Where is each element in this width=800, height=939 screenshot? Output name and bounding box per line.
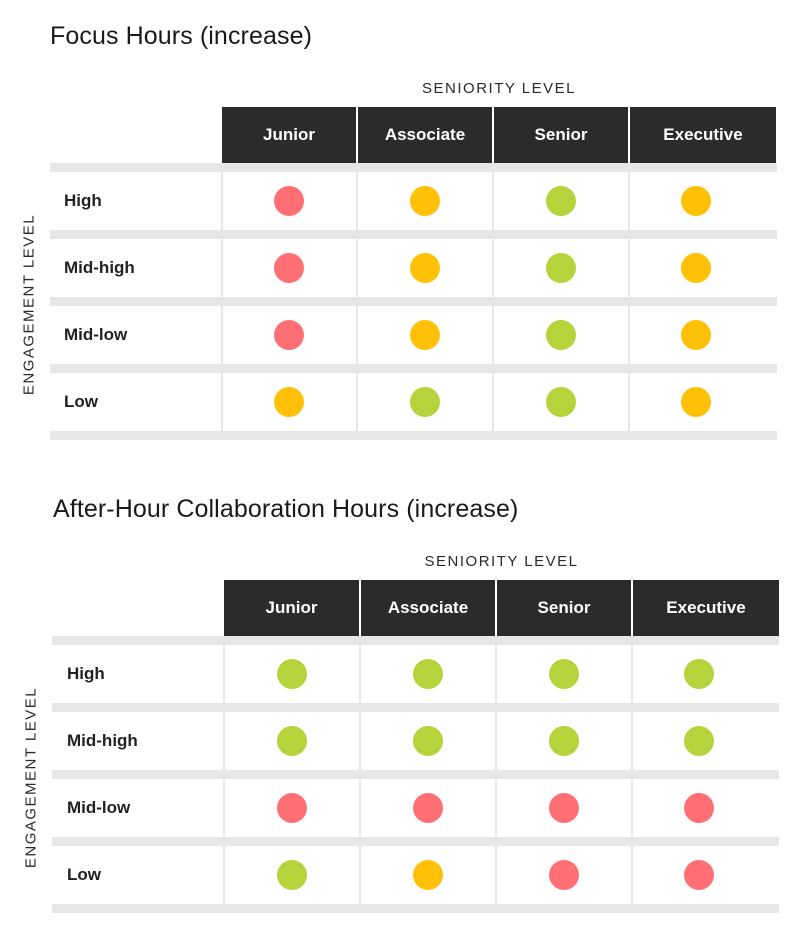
- status-dot-red: [276, 793, 307, 823]
- status-dot-orange: [413, 860, 443, 890]
- header-band: [52, 636, 779, 645]
- status-dot-red: [549, 793, 579, 823]
- matrix-chart-1: Focus Hours (increase) SENIORITY LEVEL Jun…: [0, 0, 800, 466]
- status-dot-green: [413, 659, 443, 689]
- status-dot-green: [549, 726, 579, 756]
- row-label-high: High: [64, 191, 102, 210]
- status-dot-green: [546, 387, 576, 417]
- status-dot-green: [546, 320, 576, 350]
- status-dot-green: [276, 659, 307, 689]
- status-dot-red: [413, 793, 443, 823]
- status-dot-orange: [681, 253, 711, 283]
- status-dot-red: [684, 793, 714, 823]
- status-dot-orange: [681, 186, 711, 216]
- row-separator: [52, 837, 779, 846]
- column-axis-label: SENIORITY LEVEL: [424, 553, 579, 570]
- chart-title: Focus Hours (increase): [50, 22, 313, 50]
- status-dot-orange: [681, 320, 711, 350]
- status-dot-green: [410, 387, 440, 417]
- status-dot-red: [274, 320, 304, 350]
- column-axis-label: SENIORITY LEVEL: [422, 80, 576, 97]
- status-dot-green: [684, 659, 714, 689]
- matrix-chart-2: After-Hour Collaboration Hours (increase…: [0, 473, 800, 939]
- status-dot-green: [684, 726, 714, 756]
- row-axis-label: ENGAGEMENT LEVEL: [22, 686, 40, 869]
- chart-title: After-Hour Collaboration Hours (increase…: [53, 495, 519, 523]
- column-header-executive: Executive: [630, 107, 776, 163]
- status-dot-red: [274, 186, 304, 216]
- status-dot-red: [549, 860, 579, 890]
- row-separator: [50, 364, 777, 373]
- column-header-executive: Executive: [633, 580, 779, 636]
- column-header-senior: Senior: [494, 107, 628, 163]
- status-dot-orange: [681, 387, 711, 417]
- status-dot-orange: [410, 320, 440, 350]
- column-header-senior: Senior: [497, 580, 631, 636]
- row-label-low: Low: [64, 392, 98, 411]
- column-header-associate: Associate: [358, 107, 492, 163]
- row-separator: [52, 904, 779, 913]
- row-separator: [50, 297, 777, 306]
- row-label-mid-high: Mid-high: [67, 731, 138, 750]
- row-label-mid-low: Mid-low: [67, 798, 131, 817]
- status-dot-green: [549, 659, 579, 689]
- status-dot-orange: [274, 387, 304, 417]
- status-dot-green: [276, 860, 307, 890]
- row-label-mid-high: Mid-high: [64, 258, 135, 277]
- status-dot-green: [546, 253, 576, 283]
- column-header-junior: Junior: [222, 107, 356, 163]
- column-header-junior: Junior: [224, 580, 359, 636]
- row-separator: [50, 431, 777, 440]
- row-axis-label: ENGAGEMENT LEVEL: [20, 213, 38, 396]
- row-separator: [50, 230, 777, 239]
- status-dot-green: [413, 726, 443, 756]
- row-label-mid-low: Mid-low: [64, 325, 128, 344]
- status-dot-orange: [410, 253, 440, 283]
- header-band: [50, 163, 777, 172]
- status-dot-green: [546, 186, 576, 216]
- status-dot-red: [274, 253, 304, 283]
- row-label-high: High: [67, 664, 105, 683]
- status-dot-orange: [410, 186, 440, 216]
- status-dot-green: [276, 726, 307, 756]
- column-header-associate: Associate: [361, 580, 495, 636]
- row-separator: [52, 703, 779, 712]
- row-label-low: Low: [67, 865, 101, 884]
- status-dot-red: [684, 860, 714, 890]
- row-separator: [52, 770, 779, 779]
